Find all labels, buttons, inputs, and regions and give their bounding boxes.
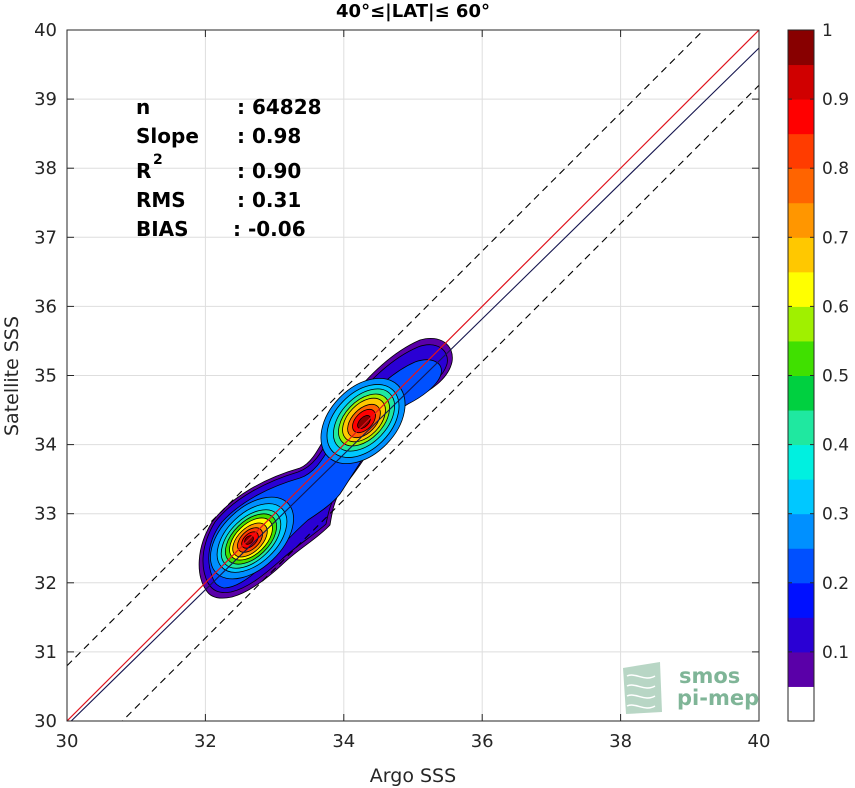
colorbar-band-13 bbox=[788, 237, 814, 273]
y-tick-label-9: 39 bbox=[34, 89, 57, 110]
y-tick-label-5: 35 bbox=[34, 366, 57, 387]
y-tick-label-0: 30 bbox=[34, 711, 57, 732]
colorbar-tick-label-3: 0.4 bbox=[822, 436, 849, 456]
colorbar-band-6 bbox=[788, 479, 814, 515]
stat-rms-value: : 0.31 bbox=[237, 188, 301, 212]
colorbar-tick-label-0: 0.1 bbox=[822, 643, 849, 663]
colorbar-tick-label-6: 0.7 bbox=[822, 228, 849, 248]
colorbar-tick-label-1: 0.2 bbox=[822, 574, 849, 594]
stats-box: n : 64828 Slope : 0.98 R 2 : 0.90 RMS : … bbox=[136, 95, 322, 241]
colorbar-tick-label-2: 0.3 bbox=[822, 505, 849, 525]
stat-r2-value: : 0.90 bbox=[237, 159, 301, 183]
stat-n-value: : 64828 bbox=[237, 95, 322, 119]
colorbar-band-0 bbox=[788, 686, 814, 722]
grid bbox=[66, 29, 760, 722]
chart-title: 40°≤|LAT|≤ 60° bbox=[336, 1, 490, 22]
colorbar-band-15 bbox=[788, 168, 814, 204]
y-tick-label-8: 38 bbox=[34, 158, 57, 179]
y-tick-label-1: 31 bbox=[34, 642, 57, 663]
y-tick-label-7: 37 bbox=[34, 227, 57, 248]
x-axis-title: Argo SSS bbox=[370, 765, 456, 787]
x-tick-label-0: 30 bbox=[56, 731, 79, 752]
upper-peak-1 bbox=[357, 415, 371, 429]
identity-line bbox=[67, 30, 759, 721]
colorbar-band-8 bbox=[788, 410, 814, 446]
density-contours bbox=[198, 338, 453, 599]
y-axis: 30 31 32 33 34 35 36 37 38 39 40 bbox=[34, 20, 759, 732]
colorbar-band-16 bbox=[788, 133, 814, 169]
reference-lines bbox=[67, 30, 759, 721]
stat-rms-label: RMS bbox=[136, 188, 186, 212]
x-tick-label-1: 32 bbox=[194, 731, 217, 752]
colorbar-band-1 bbox=[788, 651, 814, 687]
colorbar-band-3 bbox=[788, 582, 814, 618]
stat-r2-superscript: 2 bbox=[153, 152, 163, 168]
colorbar bbox=[788, 30, 814, 722]
logo-text-pimep: pi-mep bbox=[677, 686, 759, 710]
colorbar-band-2 bbox=[788, 617, 814, 653]
colorbar-tick-label-9: 1 bbox=[822, 21, 833, 41]
colorbar-tick-label-5: 0.6 bbox=[822, 297, 849, 317]
lower-bound-line bbox=[121, 84, 759, 721]
smos-pimep-logo: smos pi-mep bbox=[623, 662, 759, 714]
stat-bias-label: BIAS bbox=[136, 217, 189, 241]
stat-slope-label: Slope bbox=[136, 124, 199, 148]
y-axis-title: Satellite SSS bbox=[1, 316, 23, 436]
colorbar-ticks: 0.1 0.2 0.3 0.4 0.5 0.6 0.7 0.8 0.9 1 bbox=[788, 21, 849, 663]
stat-r2-label: R bbox=[136, 159, 151, 183]
colorbar-band-9 bbox=[788, 375, 814, 411]
y-tick-label-2: 32 bbox=[34, 573, 57, 594]
stat-n-label: n bbox=[136, 95, 150, 119]
stat-slope-value: : 0.98 bbox=[237, 124, 301, 148]
stat-bias-value: : -0.06 bbox=[233, 217, 306, 241]
colorbar-tick-label-4: 0.5 bbox=[822, 367, 849, 387]
colorbar-band-17 bbox=[788, 99, 814, 135]
y-tick-label-3: 33 bbox=[34, 504, 57, 525]
x-tick-label-3: 36 bbox=[471, 731, 494, 752]
colorbar-band-5 bbox=[788, 513, 814, 549]
x-tick-label-5: 40 bbox=[748, 731, 771, 752]
colorbar-band-4 bbox=[788, 548, 814, 584]
x-axis: 30 32 34 36 38 40 bbox=[56, 30, 771, 752]
colorbar-tick-label-7: 0.8 bbox=[822, 159, 849, 179]
colorbar-band-10 bbox=[788, 340, 814, 376]
colorbar-tick-label-8: 0.9 bbox=[822, 90, 849, 110]
colorbar-band-14 bbox=[788, 202, 814, 238]
colorbar-band-12 bbox=[788, 271, 814, 307]
x-tick-label-2: 34 bbox=[332, 731, 355, 752]
colorbar-band-7 bbox=[788, 444, 814, 480]
upper-bound-line bbox=[67, 30, 705, 667]
colorbar-band-18 bbox=[788, 64, 814, 100]
colorbar-band-11 bbox=[788, 306, 814, 342]
colorbar-band-19 bbox=[788, 30, 814, 66]
wave-logo-icon bbox=[623, 662, 662, 714]
y-tick-label-10: 40 bbox=[34, 20, 57, 41]
x-tick-label-4: 38 bbox=[609, 731, 632, 752]
y-tick-label-6: 36 bbox=[34, 296, 57, 317]
logo-text-smos: smos bbox=[679, 664, 740, 688]
regression-line bbox=[70, 47, 759, 721]
y-tick-label-4: 34 bbox=[34, 435, 57, 456]
